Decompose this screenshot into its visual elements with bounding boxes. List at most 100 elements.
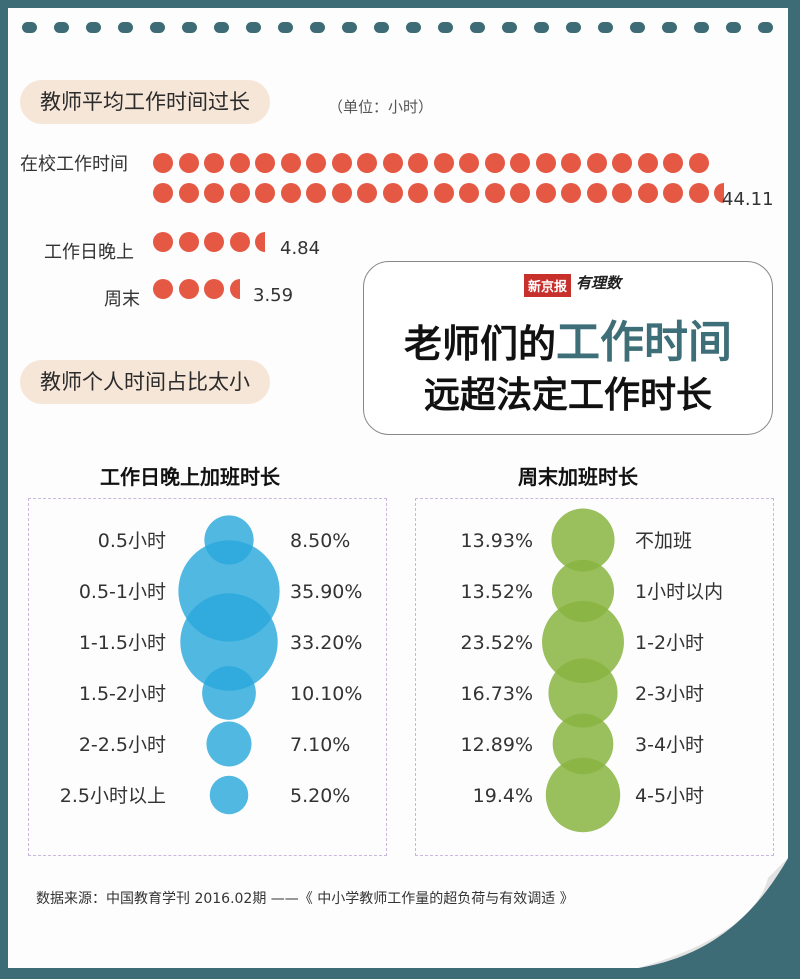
bubble-evening-category: 0.5-1小时 [79, 581, 166, 603]
bubble-evening [180, 593, 278, 691]
hour-dot [408, 153, 428, 173]
bubble-weekend [545, 757, 621, 833]
bubble-weekend-category: 1-2小时 [635, 632, 704, 654]
headline-accent: 工作时间 [556, 317, 732, 368]
hour-dot [229, 183, 250, 203]
binding-hole [694, 22, 709, 33]
binding-hole [310, 22, 325, 33]
bubble-weekend-category: 3-4小时 [635, 734, 704, 756]
hour-dot [357, 153, 377, 173]
binding-hole [278, 22, 293, 33]
partial-hour-dot [229, 279, 240, 299]
bubble-weekend [542, 601, 624, 683]
bubble-weekend-category: 不加班 [635, 530, 692, 552]
hour-dot [178, 183, 199, 203]
partial-hour-dot [714, 183, 724, 203]
hour-dot [306, 153, 326, 173]
hour-dot [459, 153, 479, 173]
bubble-weekend-value: 13.93% [461, 530, 533, 552]
hour-dot [153, 279, 173, 299]
row-label-school: 在校工作时间 [20, 154, 128, 175]
bubble-weekend-value: 23.52% [461, 632, 533, 654]
value-weekend: 3.59 [253, 285, 294, 306]
hour-dot [178, 279, 199, 299]
hour-dot [612, 183, 632, 203]
binding-hole [534, 22, 549, 33]
binding-hole [630, 22, 645, 33]
binding-hole [726, 22, 741, 33]
headline-part1: 老师们的 [403, 322, 556, 366]
bubble-evening-value: 8.50% [290, 530, 350, 552]
hour-dot [612, 153, 632, 173]
bubble-evening-category: 1.5-2小时 [79, 683, 166, 705]
binding-hole [22, 22, 37, 33]
bubble-weekend [551, 508, 615, 572]
bubble-evening-category: 2.5小时以上 [60, 785, 166, 807]
binding-hole [758, 22, 773, 33]
binding-hole [342, 22, 357, 33]
hour-dot [561, 183, 581, 203]
hour-dot [153, 183, 173, 203]
bubble-evening-value: 7.10% [290, 734, 350, 756]
value-evening: 4.84 [280, 238, 321, 259]
hour-dot [306, 183, 326, 203]
hour-dot [663, 183, 683, 203]
hour-dot [510, 153, 530, 173]
poster-paper: 教师平均工作时间过长 （单位：小时） 在校工作时间 工作日晚上 周末 44.11… [8, 8, 788, 968]
binding-hole [406, 22, 421, 33]
bubble-evening-value: 10.10% [290, 683, 362, 705]
binding-hole [86, 22, 101, 33]
hour-dot [586, 153, 607, 173]
bubble-evening-category: 1-1.5小时 [79, 632, 166, 654]
hour-dot [204, 279, 224, 299]
bubble-weekend-value: 12.89% [461, 734, 533, 756]
bubble-weekend-category: 1小时以内 [635, 581, 723, 603]
hour-dot [178, 153, 199, 173]
hour-dot [484, 153, 505, 173]
hour-dot [663, 153, 683, 173]
bubble-evening [206, 721, 252, 767]
hour-dot [331, 153, 352, 173]
bubble-weekend-category: 2-3小时 [635, 683, 704, 705]
page-curl [638, 858, 788, 968]
hour-dot [280, 153, 301, 173]
bubble-evening [202, 666, 256, 720]
headline-callout: 新京报 有理数 老师们的工作时间 远超法定工作时长 [363, 261, 773, 435]
hour-dot [255, 153, 275, 173]
hour-dot [255, 183, 275, 203]
panel-weekend [415, 498, 774, 856]
bubble-evening-category: 2-2.5小时 [79, 734, 166, 756]
brand-column: 有理数 [576, 274, 622, 292]
bubble-weekend [552, 713, 614, 775]
hour-dot [280, 183, 301, 203]
bubble-evening-category: 0.5小时 [98, 530, 166, 552]
hour-dot [688, 153, 709, 173]
hour-dot [535, 183, 556, 203]
binding-hole [182, 22, 197, 33]
section2-title: 教师个人时间占比太小 [20, 360, 270, 404]
bubble-charts: 0.5小时 0.5-1小时 1-1.5小时 1.5-2小时 2-2.5小时 2.5小时以上… [60, 508, 723, 833]
hour-dot [433, 153, 454, 173]
binding-hole [118, 22, 133, 33]
hour-dot [178, 232, 199, 252]
bubble-evening-value: 33.20% [290, 632, 362, 654]
bubble-evening [209, 775, 249, 815]
hour-dot [484, 183, 505, 203]
hour-dot [382, 183, 403, 203]
hour-dot [204, 153, 224, 173]
hour-dot [535, 153, 556, 173]
partial-hour-dot [255, 232, 265, 252]
binding-hole [214, 22, 229, 33]
hour-dot [382, 153, 403, 173]
bubble-weekend-category: 4-5小时 [635, 785, 704, 807]
hour-dot [433, 183, 454, 203]
headline-line1: 老师们的工作时间 [364, 306, 772, 370]
binding-hole [470, 22, 485, 33]
hour-dot [688, 183, 709, 203]
binding-hole [502, 22, 517, 33]
binding-hole [438, 22, 453, 33]
binding-hole [566, 22, 581, 33]
hour-dot [204, 183, 224, 203]
bubble-weekend [548, 658, 618, 728]
hour-dot [459, 183, 479, 203]
